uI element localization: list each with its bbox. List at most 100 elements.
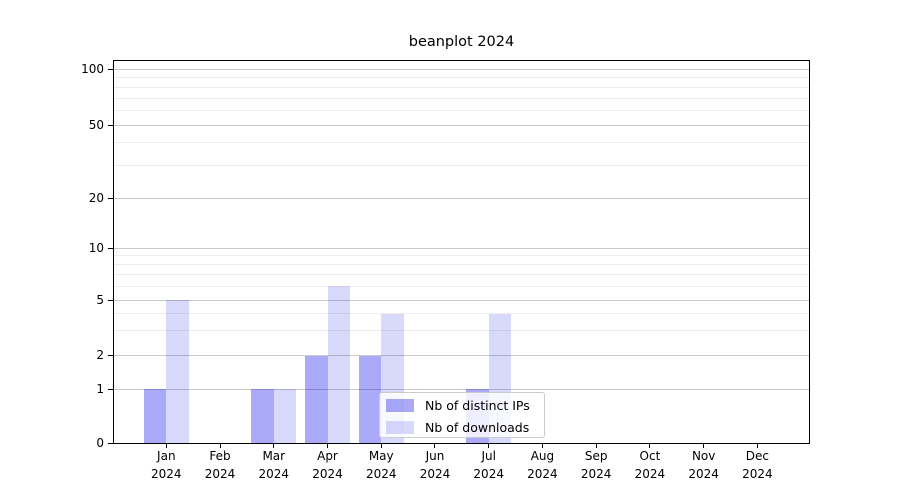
x-tick-label-oct: Oct 2024: [618, 448, 682, 483]
x-tick-mark: [273, 443, 275, 448]
x-tick-month: Sep: [584, 449, 608, 463]
x-tick-month: Jul: [481, 449, 496, 463]
minor-gridline: [114, 313, 810, 315]
y-tick-mark: [108, 355, 113, 356]
x-tick-label-apr: Apr 2024: [296, 448, 360, 483]
x-tick-label-may: May 2024: [349, 448, 413, 483]
minor-gridline: [114, 86, 810, 88]
x-tick-mark: [165, 443, 167, 448]
x-tick-mark: [488, 443, 490, 448]
major-gridline: [114, 247, 810, 249]
x-tick-year: 2024: [473, 466, 504, 481]
x-tick-label-jan: Jan 2024: [134, 448, 198, 483]
x-tick-month: Aug: [530, 449, 555, 463]
x-tick-label-jul: Jul 2024: [457, 448, 521, 483]
x-tick-mark: [541, 443, 543, 448]
y-tick-mark: [108, 388, 113, 390]
legend-row: Nb of downloads: [386, 419, 538, 435]
chart-title: beanplot 2024: [408, 34, 515, 50]
x-tick-month: Apr: [317, 449, 338, 463]
minor-gridline: [114, 285, 810, 287]
x-tick-year: 2024: [151, 466, 182, 481]
major-gridline: [114, 124, 810, 126]
legend-label: Nb of distinct IPs: [425, 398, 530, 413]
y-tick-label: 10: [88, 240, 104, 255]
x-tick-mark: [649, 443, 651, 448]
bar-downloads-mar: [273, 389, 297, 444]
y-tick-label: 100: [81, 62, 104, 76]
minor-gridline: [114, 330, 810, 332]
x-tick-mark: [595, 443, 597, 448]
plot-area-border: [113, 60, 810, 444]
y-tick-label: 1: [96, 381, 104, 396]
minor-gridline: [114, 165, 810, 167]
x-tick-year: 2024: [688, 466, 719, 481]
x-tick-mark: [219, 443, 221, 448]
x-tick-year: 2024: [527, 466, 558, 481]
y-tick-mark: [108, 124, 113, 126]
minor-gridline: [114, 77, 810, 79]
x-tick-month: May: [368, 449, 394, 463]
x-tick-label-dec: Dec 2024: [725, 448, 789, 483]
x-tick-mark: [756, 443, 758, 448]
y-tick-mark: [108, 69, 113, 70]
x-tick-year: 2024: [419, 466, 451, 481]
x-tick-mark: [327, 443, 328, 448]
x-tick-label-jun: Jun 2024: [403, 448, 467, 483]
x-tick-month: Dec: [745, 449, 769, 463]
x-tick-month: Jan: [157, 449, 176, 463]
major-gridline: [114, 69, 810, 70]
minor-gridline: [114, 97, 810, 99]
bar-distinct-ips-apr: [305, 355, 328, 444]
x-tick-month: Jun: [425, 449, 445, 463]
y-tick-mark: [108, 247, 113, 249]
y-tick-mark: [108, 443, 113, 444]
x-tick-mark: [380, 443, 382, 448]
x-tick-month: Oct: [639, 449, 661, 463]
bar-distinct-ips-may: [358, 355, 382, 444]
major-gridline: [114, 299, 810, 301]
x-tick-label-sep: Sep 2024: [564, 448, 628, 483]
x-tick-label-aug: Aug 2024: [510, 448, 574, 483]
legend-row: Nb of distinct IPs: [386, 399, 538, 412]
y-tick-label: 20: [88, 190, 104, 205]
y-tick-label: 0: [96, 436, 104, 450]
x-tick-year: 2024: [634, 466, 666, 481]
bar-downloads-apr: [327, 286, 350, 444]
major-gridline: [114, 355, 810, 356]
x-tick-month: Mar: [262, 449, 286, 463]
x-tick-year: 2024: [742, 466, 773, 481]
x-tick-mark: [703, 443, 705, 448]
minor-gridline: [114, 264, 810, 266]
y-tick-mark: [108, 299, 113, 301]
x-tick-month: Feb: [209, 449, 231, 463]
y-tick-label: 50: [88, 117, 104, 132]
legend: Nb of distinct IPs Nb of downloads: [379, 392, 545, 438]
x-tick-year: 2024: [312, 466, 343, 481]
x-tick-mark: [434, 443, 436, 448]
x-tick-month: Nov: [691, 449, 716, 463]
x-tick-year: 2024: [204, 466, 236, 481]
legend-swatch-distinct-ips: [386, 399, 414, 412]
legend-swatch-downloads: [386, 420, 414, 434]
minor-gridline: [114, 274, 810, 276]
x-tick-year: 2024: [580, 466, 612, 481]
y-tick-label: 5: [96, 292, 104, 307]
minor-gridline: [114, 255, 810, 257]
minor-gridline: [114, 109, 810, 111]
major-gridline: [114, 197, 810, 199]
x-tick-label-feb: Feb 2024: [188, 448, 252, 483]
legend-label: Nb of downloads: [425, 419, 530, 435]
major-gridline: [114, 388, 810, 390]
y-tick-label: 2: [96, 348, 104, 362]
x-tick-label-mar: Mar 2024: [242, 448, 306, 483]
bar-distinct-ips-jan: [143, 389, 167, 444]
x-tick-year: 2024: [365, 466, 397, 481]
minor-gridline: [114, 142, 810, 144]
x-tick-label-nov: Nov 2024: [672, 448, 736, 483]
bar-downloads-jan: [166, 300, 189, 444]
bar-distinct-ips-mar: [251, 389, 274, 444]
y-tick-mark: [108, 197, 113, 199]
x-tick-year: 2024: [258, 466, 290, 481]
